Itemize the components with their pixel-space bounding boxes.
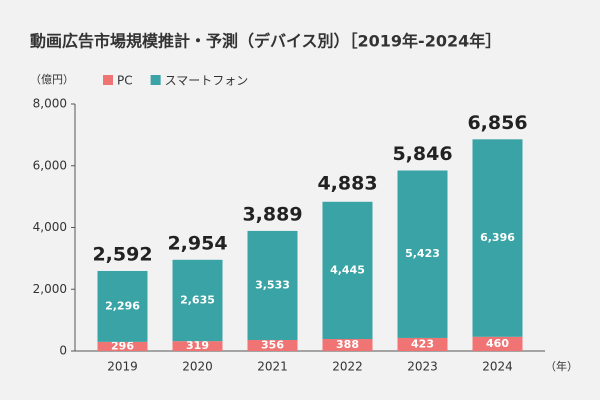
legend-swatch (103, 75, 113, 85)
total-label: 3,889 (242, 203, 302, 225)
x-unit: （年） (545, 359, 578, 373)
bar-segment (247, 230, 298, 341)
data-label: 423 (411, 337, 434, 350)
bar-segment (322, 339, 373, 351)
x-tick-label: 2020 (182, 360, 213, 374)
bar-segment (97, 341, 148, 351)
y-tick-label: 6,000 (33, 158, 67, 172)
bar-segment (97, 270, 148, 342)
legend-label: PC (117, 74, 133, 88)
total-label: 5,846 (392, 143, 452, 165)
bar-segment (322, 201, 373, 340)
data-label: 6,396 (480, 231, 515, 244)
bar-segment (247, 340, 298, 351)
x-tick-label: 2024 (482, 360, 513, 374)
bar-segment (397, 337, 448, 351)
data-label: 3,533 (255, 278, 290, 291)
y-tick-label: 2,000 (33, 282, 67, 296)
bar-segment (472, 336, 523, 351)
data-label: 5,423 (405, 247, 440, 260)
y-unit: （億円） (30, 73, 74, 86)
total-label: 6,856 (467, 112, 527, 134)
bar-segment (172, 259, 223, 342)
bar-segment (397, 170, 448, 338)
data-label: 4,445 (330, 263, 365, 276)
data-label: 296 (111, 339, 134, 352)
y-tick-label: 4,000 (33, 220, 67, 234)
data-label: 388 (336, 338, 359, 351)
chart-title: 動画広告市場規模推計・予測（デバイス別）［2019年-2024年］ (30, 32, 501, 51)
legend-label: スマートフォン (165, 74, 249, 88)
data-label: 460 (486, 337, 509, 350)
total-label: 2,592 (92, 243, 152, 265)
bar-segment (472, 139, 523, 337)
data-label: 2,296 (105, 299, 140, 312)
data-label: 356 (261, 339, 284, 352)
x-tick-label: 2021 (257, 360, 288, 374)
data-label: 319 (186, 339, 209, 352)
y-tick-label: 0 (59, 344, 67, 358)
total-label: 4,883 (317, 173, 377, 195)
legend-swatch (150, 75, 161, 85)
total-label: 2,954 (167, 232, 227, 254)
x-tick-label: 2019 (107, 360, 138, 374)
data-label: 2,635 (180, 293, 215, 306)
y-tick-label: 8,000 (33, 97, 67, 111)
x-tick-label: 2022 (332, 360, 363, 374)
x-tick-label: 2023 (407, 360, 438, 374)
bar-segment (172, 341, 223, 351)
